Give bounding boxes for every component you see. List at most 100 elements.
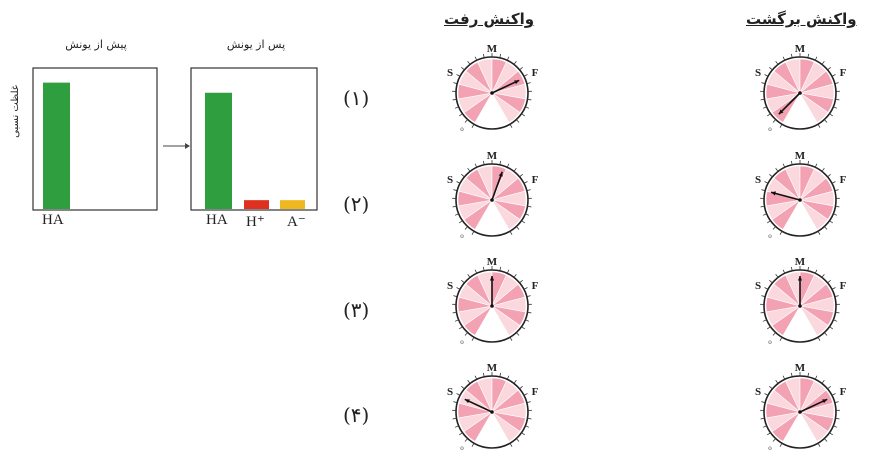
gauge-tick (521, 220, 525, 224)
gauge-tick (814, 375, 818, 380)
row-number-2: (۲) (343, 192, 370, 216)
gauge-backward-4: M S Fo (755, 362, 847, 452)
gauge-tick (834, 189, 839, 192)
gauge-hub (490, 304, 494, 308)
gauge-tick (456, 74, 461, 77)
after-cat-h: H⁺ (246, 214, 265, 230)
gauge-tick (821, 168, 825, 172)
gauge-tick (772, 119, 776, 123)
gauge-tick (525, 319, 530, 322)
gauge-tick (829, 326, 833, 330)
gauge-tick (817, 336, 821, 341)
gauge-tick (454, 213, 459, 216)
gauge-needle-head (464, 399, 470, 404)
gauge-label-m: M (487, 43, 498, 55)
gauge-tick (814, 163, 818, 168)
gauge-tick (782, 269, 786, 274)
gauge-tick (761, 82, 766, 85)
gauge-tick (509, 442, 513, 447)
gauge-tick (782, 163, 786, 168)
gauge-hub (798, 198, 802, 202)
gauge-tick (454, 106, 459, 109)
gauge-label-o: o (768, 444, 772, 452)
gauge-tick (459, 432, 463, 436)
gauge-needle (464, 398, 493, 413)
row-number-1: (۱) (343, 86, 370, 110)
gauge-label-f: F (840, 174, 847, 186)
gauge-tick (474, 375, 478, 380)
gauge-label-s: S (447, 280, 453, 292)
gauge-tick (516, 438, 520, 442)
gauge-label-f: F (840, 67, 847, 79)
gauge-label-o: o (768, 232, 772, 240)
gauge-hub (798, 91, 802, 95)
gauge-tick (459, 220, 463, 224)
gauge-label-m: M (487, 362, 498, 374)
gauge-needle-head (489, 276, 495, 281)
gauge-tick (807, 160, 810, 165)
gauge-tick (453, 189, 458, 192)
gauge-hub (798, 410, 802, 414)
gauge-tick (452, 311, 457, 314)
gauge-tick (474, 163, 478, 168)
gauge-tick (829, 220, 833, 224)
gauge-tick (499, 53, 502, 58)
gauge-tick (523, 74, 528, 77)
bar-1 (43, 82, 70, 209)
gauge-tick (772, 226, 776, 230)
gauge-label-s: S (447, 67, 453, 79)
gauge-label-f: F (532, 67, 539, 79)
gauge-label-f: F (532, 386, 539, 398)
gauge-tick (767, 326, 771, 330)
gauge-tick (523, 181, 528, 184)
gauge-tick (482, 372, 485, 377)
column-heading-backward: واکنش برگشت (746, 10, 857, 28)
gauge-hub (798, 304, 802, 308)
gauge-tick (482, 53, 485, 58)
gauge-needle-head (514, 80, 520, 85)
gauge-tick (526, 401, 531, 404)
gauge-tick (834, 295, 839, 298)
gauge-tick (779, 442, 783, 447)
gauge-label-m: M (795, 256, 806, 268)
gauge-tick (527, 311, 532, 314)
gauge-tick (772, 438, 776, 442)
gauge-needle (491, 79, 520, 94)
gauge-tick (760, 417, 765, 420)
gauge-tick (527, 417, 532, 420)
gauge-tick (454, 425, 459, 428)
gauge-tick (461, 279, 465, 284)
gauge-tick (453, 82, 458, 85)
gauge-tick (526, 82, 531, 85)
gauge-tick (824, 332, 828, 336)
gauge-tick (775, 168, 779, 172)
gauge-tick (824, 119, 828, 123)
gauge-tick (769, 66, 773, 71)
gauge-forward-4: M S Fo (447, 362, 539, 452)
gauge-tick (779, 336, 783, 341)
gauge-tick (527, 98, 532, 101)
gauge-label-o: o (460, 232, 464, 240)
gauge-label-s: S (755, 67, 761, 79)
gauge-tick (769, 173, 773, 178)
gauge-sector (799, 411, 829, 442)
gauge-tick (459, 113, 463, 117)
gauge-tick (807, 266, 810, 271)
gauge-label-s: S (447, 386, 453, 398)
gauge-tick (835, 205, 840, 208)
gauge-label-o: o (460, 125, 464, 133)
gauge-label-s: S (755, 386, 761, 398)
gauge-tick (461, 66, 465, 71)
gauge-label-m: M (795, 362, 806, 374)
gauge-tick (764, 181, 769, 184)
gauge-tick (499, 372, 502, 377)
gauge-tick (471, 230, 475, 235)
gauge-tick (459, 326, 463, 330)
gauge-tick (482, 160, 485, 165)
gauge-tick (817, 123, 821, 128)
gauge-tick (516, 332, 520, 336)
gauge-tick (453, 401, 458, 404)
gauge-tick (471, 442, 475, 447)
gauge-tick (461, 385, 465, 390)
gauge-tick (833, 106, 838, 109)
